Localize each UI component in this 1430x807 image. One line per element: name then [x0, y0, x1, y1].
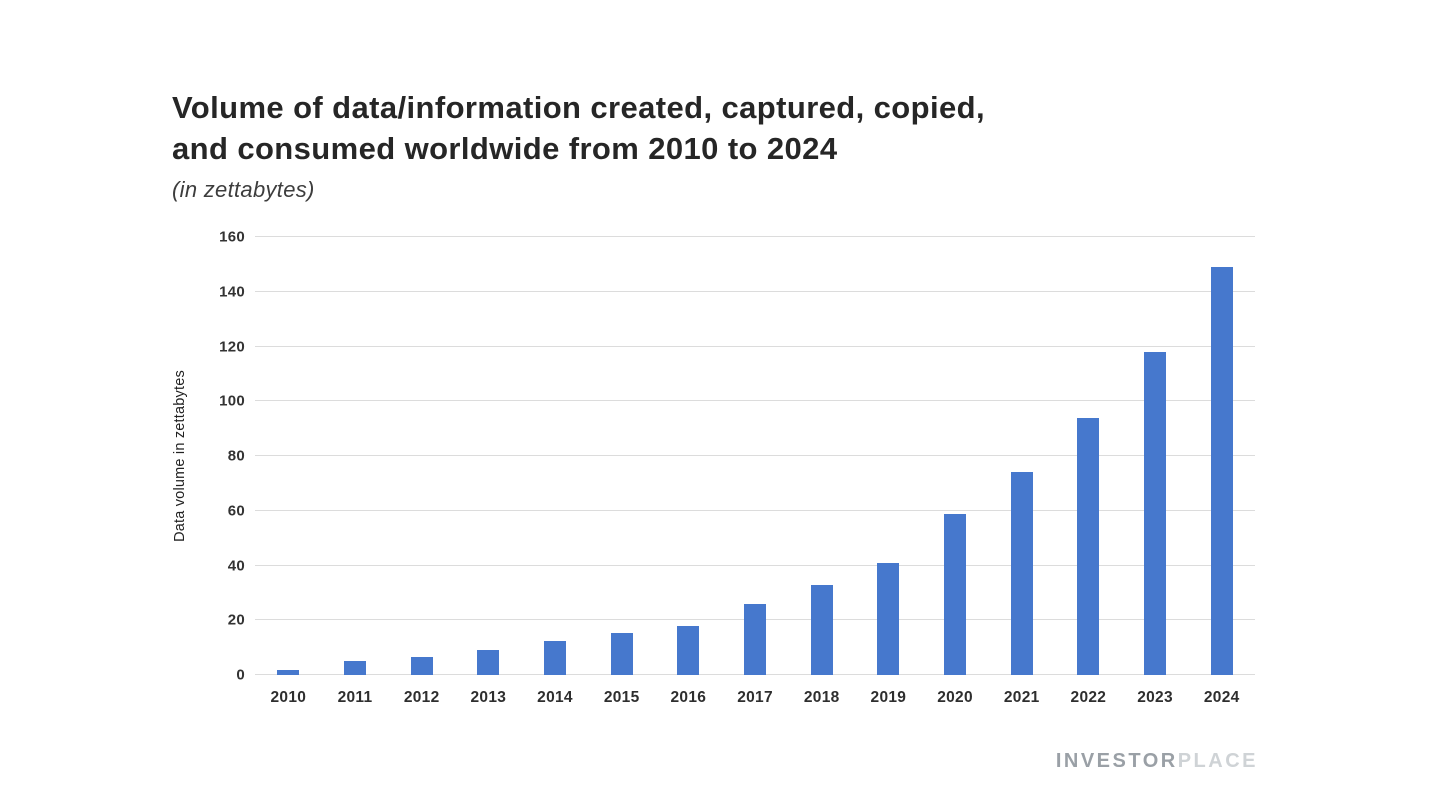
bar-2021 [1010, 472, 1033, 675]
bar-column [1188, 237, 1255, 675]
bar-2022 [1077, 417, 1100, 675]
chart-title: Volume of data/information created, capt… [172, 88, 1262, 170]
bar-2016 [677, 625, 700, 675]
bar-2015 [610, 632, 633, 675]
bar-column [455, 237, 522, 675]
x-tick-label: 2018 [803, 689, 840, 706]
watermark: INVESTORPLACE [1056, 750, 1258, 773]
gridline [255, 509, 1255, 511]
bar-column [388, 237, 455, 675]
bar-column [922, 237, 989, 675]
title-line-2: and consumed worldwide from 2010 to 2024 [172, 130, 838, 166]
y-tick-label: 40 [227, 557, 245, 574]
y-axis-ticks: 0 20 40 60 80 100 120 140 160 [175, 229, 245, 684]
bar-2020 [944, 513, 967, 675]
bar-2010 [277, 669, 300, 675]
gridline [255, 400, 1255, 402]
x-tick-label: 2022 [1070, 689, 1107, 706]
bar-2018 [810, 584, 833, 675]
y-tick-label: 160 [219, 228, 245, 246]
bar-2024 [1210, 267, 1233, 675]
y-tick-label: 60 [227, 502, 245, 520]
gridline [255, 564, 1255, 566]
x-tick-label: 2019 [870, 689, 907, 706]
bar-column [855, 237, 922, 675]
x-tick-label: 2020 [937, 689, 973, 706]
bar-column [1055, 237, 1122, 675]
gridline [255, 236, 1255, 237]
bar-2011 [344, 661, 366, 675]
bar-column [988, 237, 1055, 675]
gridline [255, 345, 1255, 347]
plot-area [255, 236, 1255, 675]
x-tick-label: 2024 [1203, 689, 1240, 706]
bar-2012 [410, 657, 433, 675]
bar-column [588, 237, 655, 675]
y-tick-label: 0 [236, 666, 245, 684]
y-tick-label: 100 [219, 392, 245, 410]
y-tick-label: 140 [219, 283, 245, 301]
x-tick-label: 2013 [470, 689, 507, 706]
bar-column [788, 237, 855, 675]
bar-2014 [544, 640, 567, 675]
bar-column [1122, 237, 1189, 675]
bar-2019 [877, 562, 900, 675]
y-tick-label: 120 [219, 338, 245, 355]
x-tick-label: 2016 [670, 689, 707, 706]
bar-2023 [1144, 351, 1167, 675]
title-line-1: Volume of data/information created, capt… [172, 90, 985, 125]
x-tick-label: 2015 [603, 689, 640, 706]
bar-2013 [477, 650, 500, 675]
chart-header: Volume of data/information created, capt… [172, 88, 1262, 203]
watermark-investor: INVESTOR [1055, 750, 1178, 772]
watermark-place: PLACE [1177, 750, 1258, 772]
y-tick-label: 20 [227, 611, 245, 629]
bar-2017 [744, 603, 767, 675]
bar-column [522, 237, 589, 675]
x-tick-label: 2014 [537, 689, 573, 706]
gridline [255, 455, 1255, 456]
y-tick-label: 80 [227, 447, 245, 465]
bar-column [655, 237, 722, 675]
chart-subtitle: (in zettabytes) [172, 176, 315, 202]
bar-column [722, 237, 789, 675]
x-tick-label: 2023 [1137, 689, 1173, 706]
x-tick-label: 2011 [337, 689, 373, 706]
bar-column [255, 237, 322, 675]
x-axis-labels: 2010 2011 2012 2013 2014 2015 2016 2017 2018 2019… [255, 689, 1255, 707]
gridline [255, 290, 1255, 292]
bars [255, 237, 1255, 675]
bar-column [322, 237, 389, 675]
x-tick-label: 2010 [270, 689, 307, 706]
x-tick-label: 2012 [403, 689, 440, 706]
x-tick-label: 2021 [1003, 689, 1040, 706]
x-tick-label: 2017 [737, 689, 773, 706]
